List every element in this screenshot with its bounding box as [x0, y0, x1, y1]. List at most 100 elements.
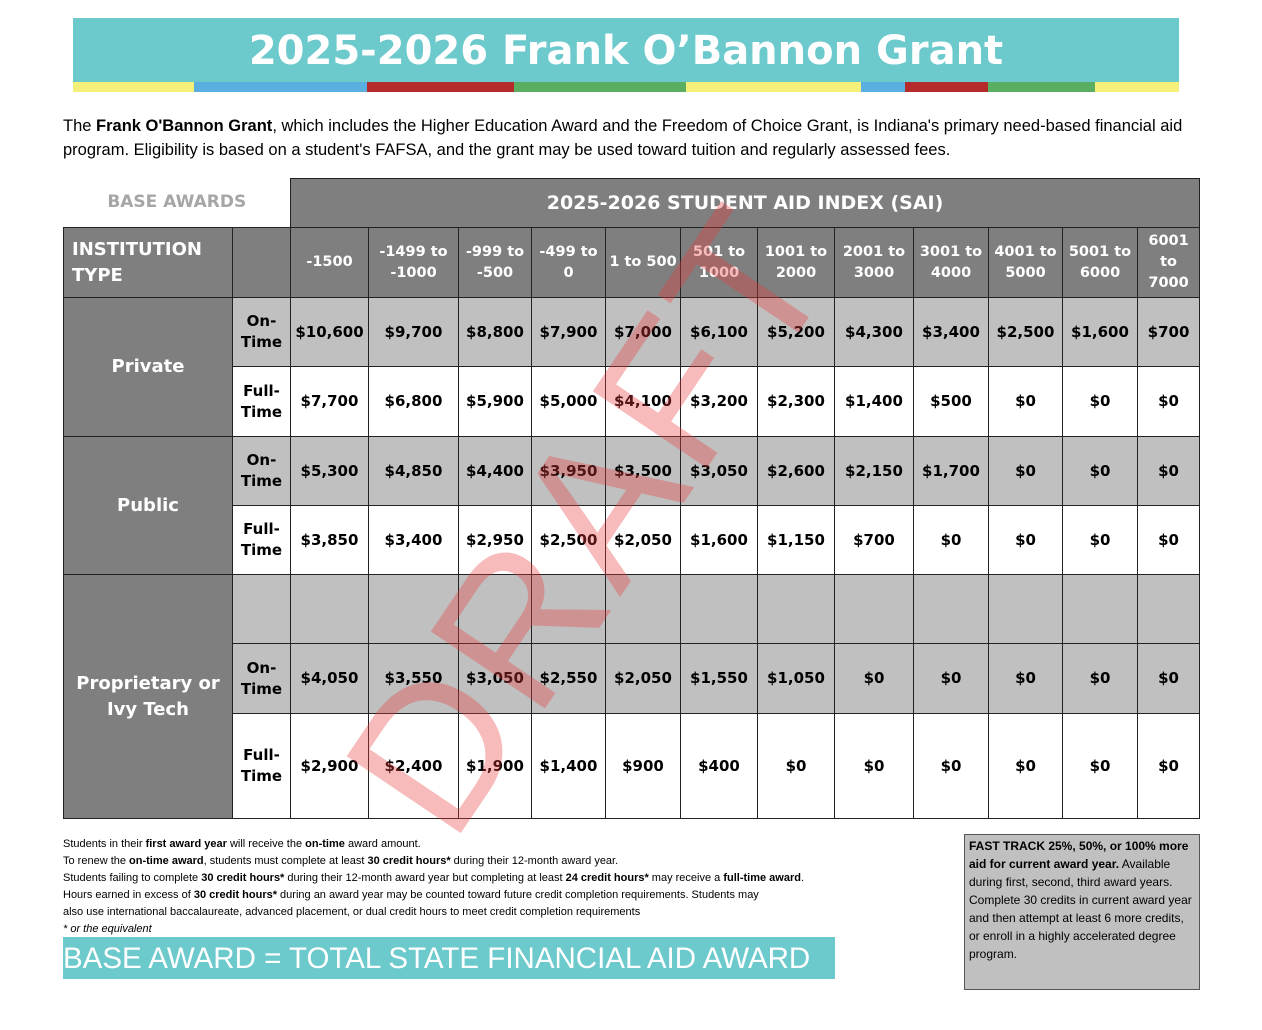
blank-cell [232, 574, 291, 644]
award-cell: $2,400 [368, 713, 459, 819]
text: during an award year may be counted towa… [277, 889, 759, 901]
award-cell: $0 [834, 643, 914, 714]
column-header: 3001 to 4000 [913, 227, 989, 298]
text: The [63, 117, 97, 135]
footnote-line: Hours earned in excess of 30 credit hour… [63, 887, 943, 904]
award-cell: $4,100 [605, 366, 681, 437]
column-header: 4001 to 5000 [988, 227, 1063, 298]
award-cell: $2,950 [458, 505, 532, 575]
header-row: BASE AWARDS 2025-2026 STUDENT AID INDEX (… [63, 178, 1201, 228]
award-cell: $1,400 [834, 366, 914, 437]
award-cell: $1,700 [913, 436, 989, 506]
award-cell: $0 [913, 713, 989, 819]
award-cell: $9,700 [368, 297, 459, 367]
award-row: Full-Time $7,700 $6,800 $5,900 $5,000 $4,100 $… [64, 366, 1201, 437]
text: award amount. [344, 838, 421, 850]
blank-cell [368, 574, 459, 644]
award-cell: $7,900 [531, 297, 606, 367]
text: during their 12-month award year. [450, 855, 619, 867]
award-cell: $0 [1062, 505, 1138, 575]
column-header: -999 to -500 [458, 227, 532, 298]
award-cell: $3,400 [368, 505, 459, 575]
award-cell: $700 [834, 505, 914, 575]
award-cell: $2,500 [988, 297, 1063, 367]
title-bar: 2025-2026 Frank O’Bannon Grant [73, 18, 1179, 82]
bold-text: first award year [145, 838, 227, 850]
text: , students must complete at least [203, 855, 368, 867]
award-cell: $3,500 [605, 436, 681, 506]
blank-header [232, 227, 291, 298]
blank-cell [1136, 574, 1201, 644]
award-cell: $2,300 [757, 366, 835, 437]
group-name: Proprietary or Ivy Tech [63, 574, 233, 819]
award-cell: $1,050 [757, 643, 835, 714]
column-header: 1001 to 2000 [757, 227, 835, 298]
blank-cell [680, 574, 758, 644]
institution-type-header: INSTITUTION TYPE [63, 227, 233, 298]
award-cell: $3,550 [368, 643, 459, 714]
group-name: Private [63, 297, 233, 437]
award-cell: $3,950 [531, 436, 606, 506]
award-cell: $0 [1136, 366, 1201, 437]
award-cell: $5,200 [757, 297, 835, 367]
award-cell: $0 [1062, 643, 1138, 714]
award-cell: $0 [913, 505, 989, 575]
award-cell: $0 [988, 366, 1063, 437]
fast-track-body: Available during first, second, third aw… [969, 857, 1192, 961]
award-cell: $0 [834, 713, 914, 819]
intro: The Frank O'Bannon Grant, which includes… [63, 114, 1203, 162]
award-cell: $0 [1062, 436, 1138, 506]
award-row: Private On-Time $10,600 $9,700 $8,800 $7,900 $… [63, 297, 1201, 437]
award-cell: $4,300 [834, 297, 914, 367]
award-cell: $5,900 [458, 366, 532, 437]
bold-text: full-time award [723, 872, 801, 884]
award-cell: $1,150 [757, 505, 835, 575]
bold-text: on-time [305, 838, 345, 850]
award-cell: $5,300 [290, 436, 369, 506]
award-cell: $2,150 [834, 436, 914, 506]
award-cell: $3,050 [680, 436, 758, 506]
text: Hours earned in excess of [63, 889, 194, 901]
award-cell: $4,850 [368, 436, 459, 506]
text: , which includes the Higher Education Aw… [63, 117, 1183, 159]
row-label: On-Time [232, 297, 291, 367]
blank-cell [290, 574, 369, 644]
award-cell: $0 [1136, 643, 1201, 714]
blank-cell [834, 574, 914, 644]
column-header: 2001 to 3000 [834, 227, 914, 298]
fast-track-box: FAST TRACK 25%, 50%, or 100% more aid fo… [964, 834, 1200, 990]
award-cell: $0 [1136, 436, 1201, 506]
award-cell: $6,100 [680, 297, 758, 367]
award-cell: $4,050 [290, 643, 369, 714]
column-header: 1 to 500 [605, 227, 681, 298]
column-header: 5001 to 6000 [1062, 227, 1138, 298]
award-cell: $5,000 [531, 366, 606, 437]
award-cell: $7,700 [290, 366, 369, 437]
award-cell: $0 [988, 643, 1063, 714]
row-label: Full-Time [232, 366, 291, 437]
row-label: On-Time [232, 436, 291, 506]
award-cell: $2,500 [531, 505, 606, 575]
award-cell: $1,400 [531, 713, 606, 819]
award-cell: $900 [605, 713, 681, 819]
color-stripe [73, 82, 1179, 92]
blank-cell [988, 574, 1063, 644]
award-row: Public On-Time $5,300 $4,850 $4,400 $3,950 $3,… [63, 436, 1201, 575]
footnote-line: To renew the on-time award, students mus… [63, 853, 943, 870]
award-cell: $0 [1136, 505, 1201, 575]
award-cell: $0 [1062, 713, 1138, 819]
blank-row: Proprietary or Ivy Tech [63, 574, 1201, 819]
award-cell: $8,800 [458, 297, 532, 367]
column-header: -499 to 0 [531, 227, 606, 298]
blank-cell [605, 574, 681, 644]
award-cell: $700 [1136, 297, 1201, 367]
award-cell: $0 [757, 713, 835, 819]
award-table: BASE AWARDS 2025-2026 STUDENT AID INDEX (… [63, 178, 1201, 819]
base-awards: BASE AWARDS [63, 178, 291, 228]
award-cell: $1,600 [1062, 297, 1138, 367]
row-label: On-Time [232, 643, 291, 714]
column-header-row: INSTITUTION TYPE -1500 -1499 to -1000 -999 … [63, 227, 1201, 298]
award-cell: $3,050 [458, 643, 532, 714]
text: . [800, 872, 805, 884]
